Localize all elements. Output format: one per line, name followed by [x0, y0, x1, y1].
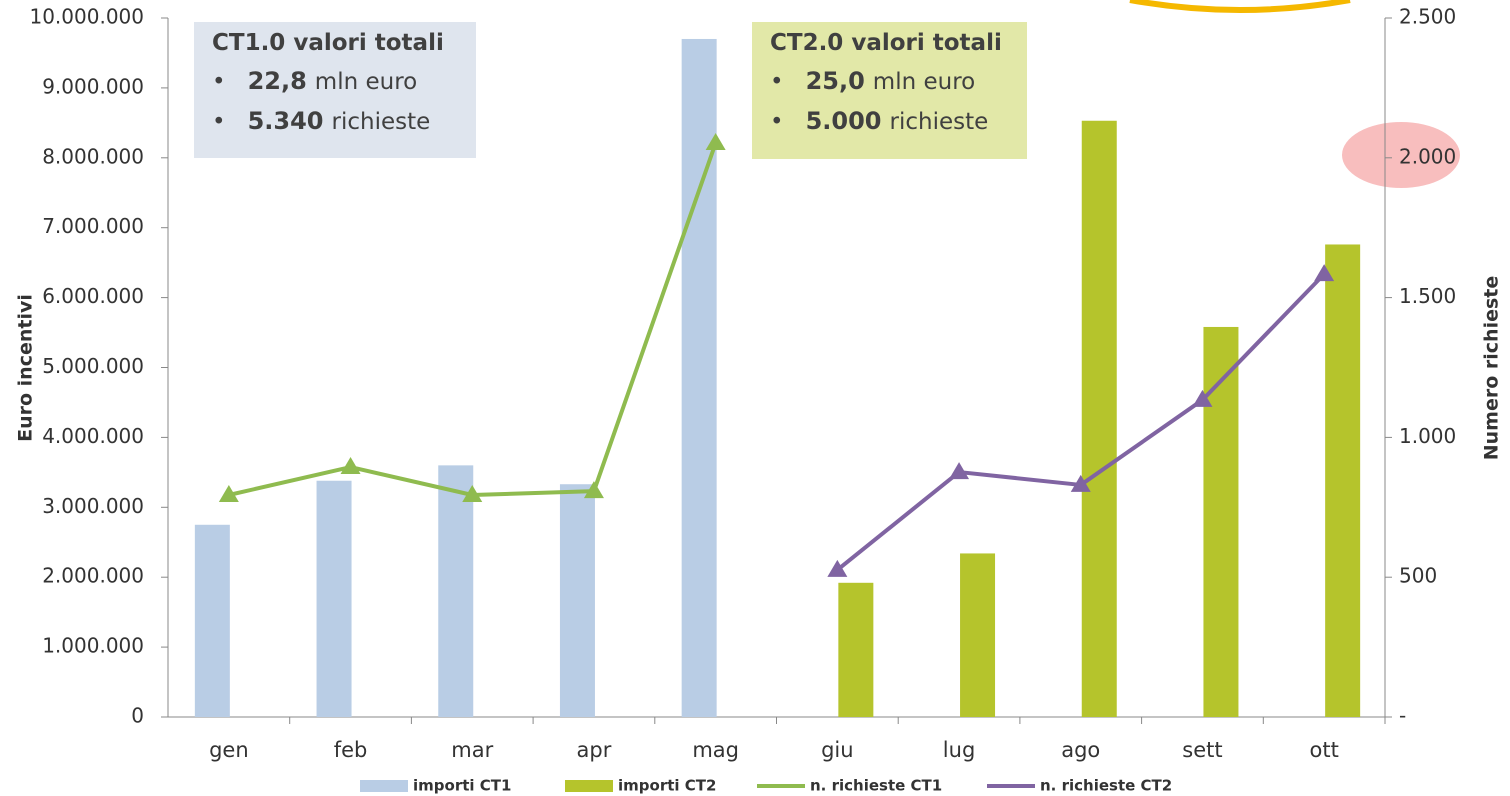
line	[836, 272, 1326, 572]
legend-swatch	[360, 780, 408, 792]
annotation-text: richieste	[889, 109, 989, 135]
bar	[1203, 326, 1239, 717]
x-tick-label: ago	[1061, 738, 1100, 762]
annotation-text: mln euro	[314, 69, 418, 95]
marker	[1070, 474, 1091, 492]
y-tick-label: 4.000.000	[42, 424, 144, 448]
x-tick-label: apr	[577, 738, 612, 762]
y-tick-label: 10.000.000	[29, 5, 144, 29]
y-tick-label: 2.000.000	[42, 564, 144, 588]
annotation-title: CT2.0 valori totali	[770, 30, 1002, 56]
marker	[1192, 389, 1213, 407]
highlight	[1342, 122, 1460, 188]
marker	[827, 559, 848, 577]
annotation-value: 25,0	[805, 67, 865, 95]
marker	[705, 132, 726, 150]
y-axis-title: Euro incentivi	[15, 294, 37, 442]
annotation-box: CT2.0 valori totali 25,0 mln euro 5.000 rich…	[752, 22, 1027, 159]
x-tick-label: mar	[451, 738, 493, 762]
marker	[1314, 264, 1335, 282]
legend-label: n. richieste CT1	[810, 777, 942, 795]
line	[228, 142, 718, 497]
bar	[316, 480, 352, 717]
marker	[218, 484, 239, 502]
x-tick-label: feb	[334, 738, 368, 762]
annotation-item: 22,8 mln euro	[212, 62, 458, 102]
bar	[438, 465, 474, 717]
bar	[960, 553, 996, 717]
y2-axis-title: Numero richieste	[1481, 276, 1503, 461]
bar	[1325, 244, 1361, 717]
y2-tick-label: 500	[1399, 564, 1437, 588]
y2-tick-label: 2.500	[1399, 5, 1456, 29]
y-tick-label: 0	[131, 704, 144, 728]
y-tick-label: 7.000.000	[42, 214, 144, 238]
annotation-text: richieste	[331, 109, 431, 135]
x-tick-label: gen	[209, 738, 249, 762]
marker	[949, 462, 970, 480]
legend-label: n. richieste CT2	[1040, 777, 1172, 795]
marker	[462, 484, 483, 502]
y-tick-label: 8.000.000	[42, 144, 144, 168]
y2-tick-label: 1.000	[1399, 424, 1456, 448]
x-tick-label: mag	[692, 738, 739, 762]
annotation-value: 5.340	[247, 107, 324, 135]
y-tick-label: 9.000.000	[42, 74, 144, 98]
bar	[194, 524, 230, 717]
y-tick-label: 6.000.000	[42, 284, 144, 308]
x-tick-label: sett	[1182, 738, 1222, 762]
bar	[559, 484, 595, 717]
x-tick-label: lug	[943, 738, 975, 762]
y-tick-label: 5.000.000	[42, 354, 144, 378]
legend-label: importi CT2	[618, 777, 716, 795]
annotation-item: 5.000 richieste	[770, 102, 1009, 142]
x-tick-label: giu	[821, 738, 853, 762]
bar	[838, 582, 874, 717]
annotation-text: mln euro	[872, 69, 976, 95]
annotation-value: 5.000	[805, 107, 882, 135]
annotation-box: CT1.0 valori totali 22,8 mln euro 5.340 rich…	[194, 22, 476, 158]
y2-tick-label: 1.500	[1399, 284, 1456, 308]
annotation-title: CT1.0 valori totali	[212, 30, 444, 56]
annotation-item: 5.340 richieste	[212, 102, 458, 142]
legend-label: importi CT1	[413, 777, 511, 795]
annotation-item: 25,0 mln euro	[770, 62, 1009, 102]
marker	[340, 457, 361, 475]
y-tick-label: 3.000.000	[42, 494, 144, 518]
annotation-value: 22,8	[247, 67, 307, 95]
decoration	[1129, 0, 1351, 13]
x-tick-label: ott	[1309, 738, 1338, 762]
y-tick-label: 1.000.000	[42, 634, 144, 658]
bar	[1081, 120, 1117, 718]
legend-swatch	[565, 780, 613, 792]
y2-tick-label: -	[1399, 704, 1406, 728]
y2-tick-label: 2.000	[1399, 144, 1456, 168]
marker	[583, 481, 604, 499]
